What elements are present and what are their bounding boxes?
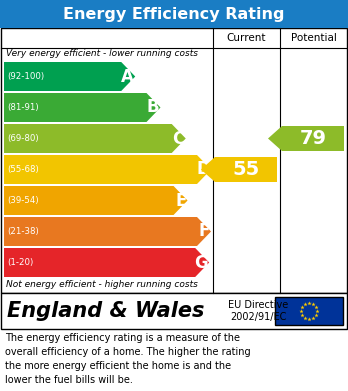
- Polygon shape: [4, 248, 209, 277]
- Text: lower the fuel bills will be.: lower the fuel bills will be.: [5, 375, 133, 385]
- Text: (69-80): (69-80): [7, 134, 39, 143]
- Text: (81-91): (81-91): [7, 103, 39, 112]
- Bar: [1, 293, 347, 329]
- Polygon shape: [268, 126, 344, 151]
- Text: A: A: [121, 68, 134, 86]
- Text: England & Wales: England & Wales: [7, 301, 204, 321]
- Bar: [0, 0, 348, 28]
- Text: E: E: [175, 192, 187, 210]
- Text: Potential: Potential: [291, 33, 337, 43]
- Text: Very energy efficient - lower running costs: Very energy efficient - lower running co…: [6, 49, 198, 58]
- Text: (92-100): (92-100): [7, 72, 44, 81]
- Text: the more energy efficient the home is and the: the more energy efficient the home is an…: [5, 361, 231, 371]
- Bar: [275, 297, 343, 325]
- Text: Not energy efficient - higher running costs: Not energy efficient - higher running co…: [6, 280, 198, 289]
- Text: EU Directive
2002/91/EC: EU Directive 2002/91/EC: [228, 300, 288, 322]
- Text: (21-38): (21-38): [7, 227, 39, 236]
- Polygon shape: [4, 155, 211, 184]
- Text: 55: 55: [232, 160, 260, 179]
- Polygon shape: [4, 186, 188, 215]
- Text: Current: Current: [227, 33, 266, 43]
- Text: G: G: [195, 253, 208, 271]
- Polygon shape: [4, 93, 160, 122]
- Polygon shape: [4, 124, 186, 153]
- Text: C: C: [173, 129, 185, 147]
- Text: F: F: [199, 222, 210, 240]
- Text: Energy Efficiency Rating: Energy Efficiency Rating: [63, 7, 285, 22]
- Text: D: D: [196, 160, 210, 179]
- Text: (39-54): (39-54): [7, 196, 39, 205]
- Polygon shape: [4, 217, 211, 246]
- Polygon shape: [4, 62, 135, 91]
- Polygon shape: [201, 157, 277, 182]
- Bar: [1, 28, 347, 293]
- Text: (1-20): (1-20): [7, 258, 33, 267]
- Text: The energy efficiency rating is a measure of the: The energy efficiency rating is a measur…: [5, 333, 240, 343]
- Text: overall efficiency of a home. The higher the rating: overall efficiency of a home. The higher…: [5, 347, 251, 357]
- Text: B: B: [147, 99, 159, 117]
- Text: 79: 79: [300, 129, 326, 148]
- Text: (55-68): (55-68): [7, 165, 39, 174]
